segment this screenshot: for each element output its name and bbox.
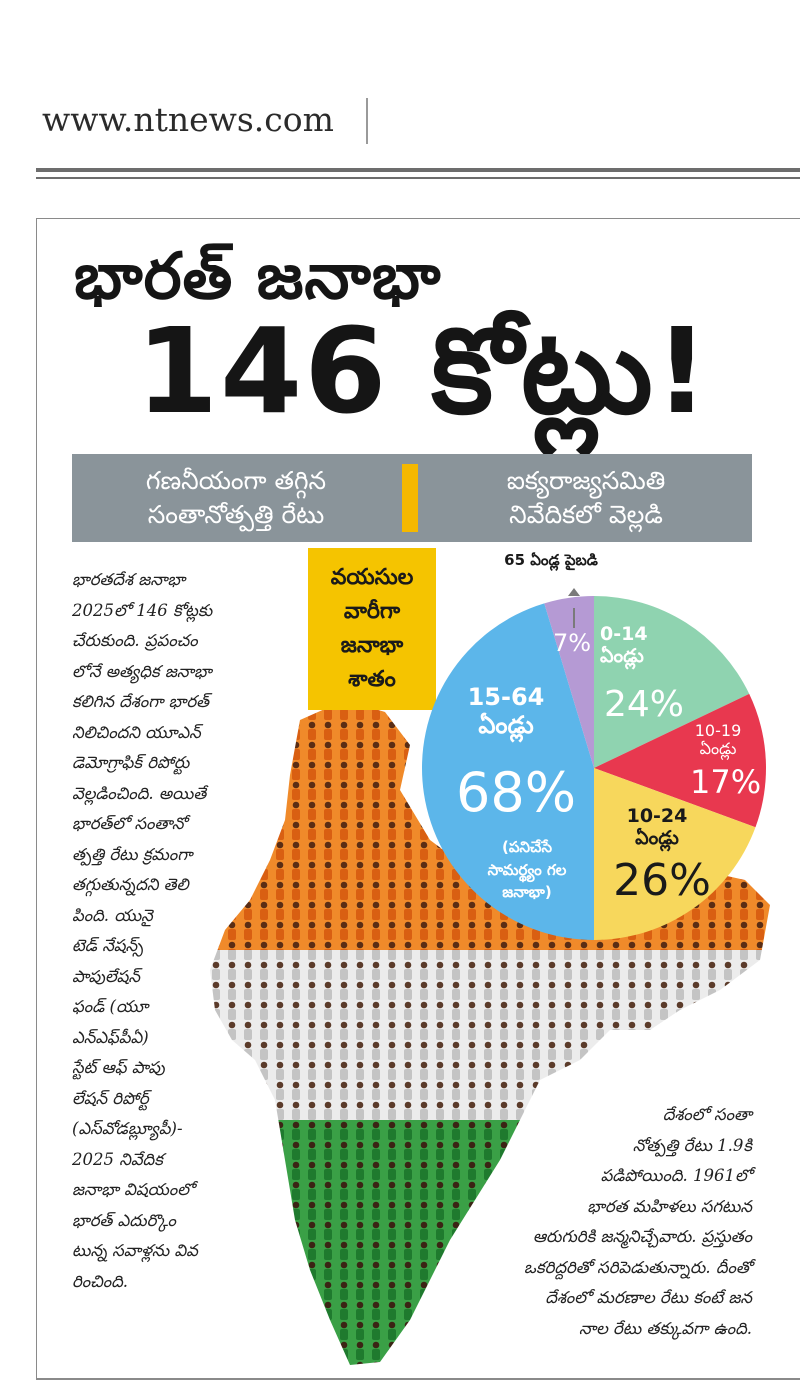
age-box-line: వయసుల: [330, 564, 414, 590]
lead-line: లేషన్ రిపోర్ట్: [72, 1088, 149, 1108]
pie-slice-65-plus: [544, 596, 594, 768]
subheading-left-line-1: గణనీయంగా తగ్గిన: [145, 466, 327, 496]
label-10-24: 10-24 ఏండ్లు: [612, 805, 702, 850]
subheading-right-line-2: నివేదికలో వెల్లడి: [509, 500, 663, 529]
lead-line: నిలిచిందని యూఎన్: [72, 722, 201, 742]
label-15-64-note-line: జనాభా): [502, 883, 552, 901]
lead-line: 2025 నివేదిక: [72, 1149, 163, 1169]
value-10-24: 26%: [613, 855, 711, 906]
pie-slice-0-14: [594, 596, 750, 768]
pie-slice-10-19: [594, 693, 766, 828]
lead-line: భారత్‌లో సంతానో: [72, 814, 187, 833]
lead-line: భారత్ ఎదుర్కొం: [72, 1210, 176, 1230]
lead-line: తగ్గుతున్నదని తెలి: [72, 875, 189, 894]
label-10-19: 10-19 ఏండ్లు: [680, 721, 756, 759]
closing-line: నాల రేటు తక్కువగా ఉంది.: [578, 1318, 752, 1338]
value-0-14: 24%: [604, 684, 685, 725]
subheading-left-line-2: సంతానోత్పత్తి రేటు: [147, 500, 325, 529]
value-65-plus: 7%: [552, 629, 592, 657]
lead-line: పింది. యునై: [72, 905, 153, 925]
closing-line: భారత మహిళలు సగటున: [587, 1196, 752, 1216]
closing-paragraph: దేశంలో సంతా నోత్పత్తి రేటు 1.9కి పడిపోయి…: [452, 1100, 752, 1344]
label-65-plus-text: 65 ఏండ్ల పైబడి: [504, 551, 598, 569]
label-10-19-unit: ఏండ్లు: [699, 739, 737, 759]
lead-line: స్టేట్ ఆఫ్ పాపు: [72, 1058, 165, 1077]
lead-line: ఎన్ఎఫ్‌పీఏ): [72, 1027, 149, 1047]
subheading-left: గణనీయంగా తగ్గిన సంతానోత్పత్తి రేటు: [86, 454, 386, 542]
lead-line: పాపులేషన్: [72, 966, 141, 986]
site-url[interactable]: www.ntnews.com: [42, 100, 334, 139]
label-15-64-note-line: (పనిచేసే: [502, 838, 552, 856]
age-group-label-box: వయసుల వారీగా జనాభా శాతం: [308, 548, 436, 710]
value-15-64: 68%: [455, 761, 577, 824]
label-65-plus: 65 ఏండ్ల పైబడి: [496, 551, 606, 569]
headline-line-2: 146 కోట్లు!: [136, 302, 711, 440]
label-0-14-unit: ఏండ్లు: [600, 644, 644, 667]
label-0-14: 0-14 ఏండ్లు: [600, 623, 680, 668]
lead-line: వెల్లడించింది. అయితే: [72, 783, 207, 803]
headline-line-1: భారత్ జనాభా: [74, 240, 442, 314]
label-10-19-range: 10-19: [694, 721, 742, 740]
lead-line: ఫండ్ (యూ: [72, 997, 149, 1016]
lead-line: టెడ్ నేషన్స్: [72, 936, 144, 955]
label-15-64-range: 15-64: [467, 683, 545, 711]
header-rule: [36, 168, 800, 172]
footer-rule: [36, 1378, 800, 1379]
lead-line: లోనే అత్యధిక జనాభా: [72, 661, 212, 681]
lead-line: కలిగిన దేశంగా భారత్: [72, 692, 209, 711]
lead-line: టున్న సవాళ్లను వివ: [72, 1241, 198, 1260]
age-box-line: జనాభా: [340, 633, 404, 658]
lead-paragraph: భారతదేశ జనాభా 2025లో 146 కోట్లకు చేరుకుం…: [72, 565, 282, 1297]
label-15-64-note-line: సామర్థ్యం గల: [487, 860, 567, 879]
label-0-14-range: 0-14: [600, 623, 648, 645]
subheading-divider: [402, 464, 418, 532]
closing-line: దేశంలో సంతా: [662, 1105, 752, 1124]
lead-line: భారతదేశ జనాభా: [72, 570, 186, 589]
subheading-right: ఐక్యరాజ్యసమితి నివేదికలో వెల్లడి: [436, 454, 736, 542]
article-frame: [36, 218, 800, 1380]
label-10-24-range: 10-24: [626, 805, 688, 827]
closing-line: దేశంలో మరణాల రేటు కంటే జన: [545, 1288, 752, 1307]
label-15-64: 15-64 ఏండ్లు: [446, 683, 566, 739]
closing-line: పడిపోయింది. 1961లో: [600, 1166, 752, 1185]
header-rule-thin: [36, 177, 800, 179]
lead-line: (ఎస్‌వోడబ్ల్యూపీ)-: [72, 1119, 183, 1138]
url-separator: [366, 98, 368, 144]
closing-line: ఒకరిద్దరితో సరిపెడుతున్నారు. దీంతో: [523, 1257, 752, 1277]
lead-line: 2025లో 146 కోట్లకు: [72, 600, 213, 620]
closing-line: ఆరుగురికి జన్మనిచ్చేవారు. ప్రస్తుతం: [532, 1227, 752, 1246]
subheading-right-line-1: ఐక్యరాజ్యసమితి: [506, 466, 666, 496]
pie-slice-15-64: [422, 603, 594, 940]
closing-line: నోత్పత్తి రేటు 1.9కి: [632, 1135, 752, 1155]
lead-line: రించింది.: [72, 1271, 129, 1291]
lead-line: డెమోగ్రాఫిక్ రిపోర్టు: [72, 753, 190, 772]
label-15-64-note: (పనిచేసే సామర్థ్యం గల జనాభా): [462, 836, 592, 904]
lead-line: జనాభా విషయంలో: [72, 1180, 195, 1199]
subheading-band: గణనీయంగా తగ్గిన సంతానోత్పత్తి రేటు ఐక్యర…: [72, 454, 752, 542]
lead-line: త్పత్తి రేటు క్రమంగా: [72, 844, 193, 864]
pointer-arrow-icon: [568, 588, 580, 596]
pie-slice-10-24: [594, 768, 756, 940]
label-10-24-unit: ఏండ్లు: [635, 826, 679, 849]
age-box-line: వారీగా: [343, 598, 401, 624]
lead-line: చేరుకుంది. ప్రపంచం: [72, 631, 198, 650]
value-10-19: 17%: [690, 763, 762, 801]
age-box-line: శాతం: [348, 667, 396, 693]
label-15-64-unit: ఏండ్లు: [478, 710, 534, 739]
